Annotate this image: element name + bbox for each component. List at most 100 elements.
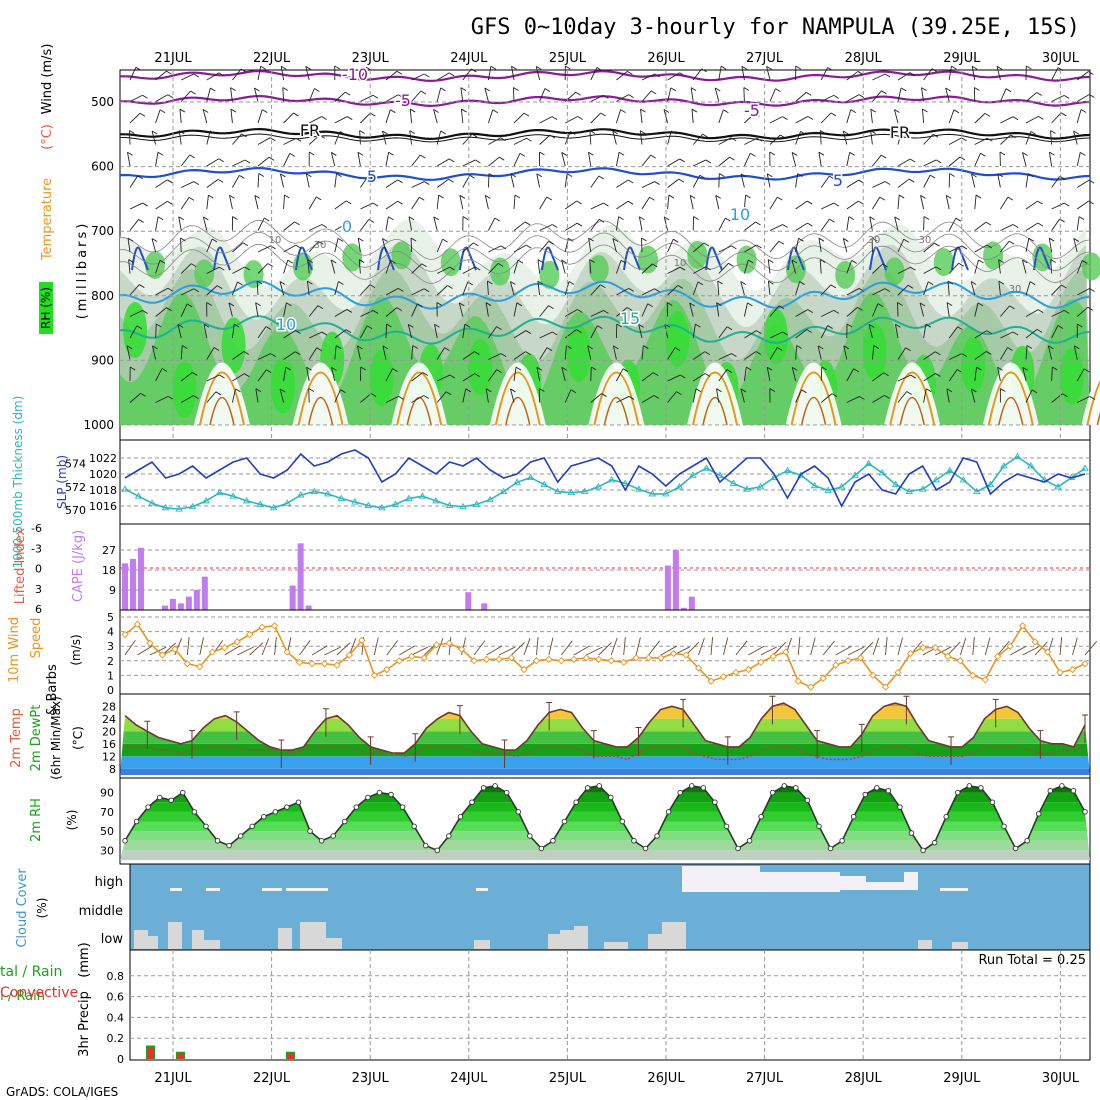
- wind-speed-point: [607, 657, 615, 665]
- wind-barb-flag: [499, 156, 505, 161]
- rh2m-line-point: [434, 847, 441, 854]
- wind-barb-flag: [638, 324, 644, 328]
- wind-speed-point: [682, 651, 690, 659]
- wind-barbs: [126, 65, 1096, 403]
- low-cloud: [134, 930, 148, 949]
- rh2m-line-point: [735, 845, 741, 852]
- dewpt2m-label: 2m DewPt: [29, 705, 44, 772]
- wind-barb: [718, 66, 722, 81]
- wind-barb: [308, 116, 322, 124]
- wind-barb-flag: [280, 173, 286, 178]
- wind-barb-flag: [870, 130, 876, 134]
- wind-barb: [283, 260, 289, 274]
- wind-barb: [206, 347, 215, 360]
- wind-barb-flag: [487, 280, 493, 285]
- wind-barb-flag: [961, 353, 968, 357]
- wind-barb: [127, 238, 131, 253]
- thickness-line-point: [175, 505, 183, 512]
- rh2m-label-group: 2m RH: [29, 798, 44, 842]
- wind10-barb: [635, 637, 641, 656]
- wind-barb: [923, 388, 927, 403]
- cape-bar: [137, 547, 144, 610]
- precip-tick: 0.6: [107, 991, 125, 1004]
- wind-barb: [795, 92, 807, 102]
- wind-barb: [587, 345, 592, 360]
- wind-barb-flag: [412, 345, 418, 349]
- wind-barb: [948, 369, 958, 382]
- wind-barb: [436, 130, 442, 145]
- wind-barb: [590, 218, 600, 231]
- wind-barb: [974, 351, 987, 360]
- slp-line: [124, 449, 1086, 508]
- wind-barb-flag: [945, 194, 952, 199]
- wind-speed-point: [819, 674, 827, 682]
- rh2m-line-point: [561, 818, 568, 825]
- wind-barb-flag: [139, 284, 145, 288]
- wind-barb: [820, 112, 832, 124]
- wind-barb: [436, 391, 447, 403]
- wind-barb: [536, 367, 541, 382]
- rh2m-line-point: [550, 838, 556, 844]
- wind-barb-flag: [208, 194, 214, 199]
- wind-barb-flag: [202, 109, 209, 113]
- rh2m-line-point: [642, 845, 649, 852]
- wind-barb-flag: [971, 388, 977, 393]
- contour-label: 10: [674, 258, 687, 269]
- rh2m-line-point: [457, 813, 464, 820]
- wind-barb-flag: [756, 137, 763, 142]
- wind-barb: [1025, 329, 1038, 339]
- wind-speed-point: [233, 638, 241, 646]
- wind-barb-flag: [492, 109, 499, 114]
- wind-barb-flag: [127, 151, 133, 156]
- rh2m-line-point: [1035, 811, 1042, 817]
- wind-barb-flag: [1012, 224, 1019, 228]
- wind-barb: [1076, 71, 1089, 81]
- wind-barb: [485, 302, 489, 317]
- wind-barb: [590, 175, 600, 188]
- wind-speed-point: [420, 654, 428, 662]
- wind10-barb: [274, 637, 277, 656]
- contour-0-loop: [459, 246, 477, 271]
- wind-barb: [615, 109, 622, 124]
- wind-barb: [641, 303, 649, 317]
- wind-barb: [254, 195, 259, 210]
- wind-barb-flag: [1022, 152, 1028, 156]
- wind-barb: [436, 238, 444, 253]
- wind-barb-flag: [294, 221, 300, 226]
- rh-shade-90: [369, 349, 394, 406]
- wind-barb: [206, 72, 220, 81]
- cape-bar: [481, 603, 488, 610]
- thickness-line-point: [864, 459, 873, 467]
- wind-barb: [1025, 281, 1031, 296]
- thickness-line-point: [1000, 462, 1008, 469]
- wind-barb-flag: [539, 151, 545, 156]
- wind-barb-flag: [775, 88, 781, 93]
- wind-barb-flag: [235, 388, 241, 393]
- wind-barb-flag: [831, 393, 838, 398]
- thickness-line-point: [553, 487, 562, 495]
- wind-barb: [795, 238, 799, 253]
- wind-barb: [206, 178, 219, 188]
- wind-barb-flag: [1088, 179, 1095, 184]
- wind-barb-flag: [613, 345, 619, 350]
- wind-barb-flag: [1073, 238, 1079, 242]
- wind-barb-flag: [961, 137, 967, 142]
- wind10-barb: [473, 640, 486, 656]
- wind-barb-flag: [654, 73, 660, 78]
- contour-0-loop: [1033, 246, 1051, 271]
- wind10-barb: [698, 637, 705, 656]
- wind-barb-flag: [471, 68, 477, 73]
- wind-barb-flag: [603, 94, 609, 99]
- wind-barb-flag: [731, 245, 737, 250]
- wind-barb: [411, 197, 420, 210]
- wind-barb-flag: [778, 305, 785, 310]
- wind-barb: [615, 152, 620, 167]
- wind-barb: [385, 200, 398, 210]
- wind10-barb: [399, 645, 416, 656]
- temp-tick: 28: [102, 700, 116, 713]
- wind-barb-flag: [537, 280, 544, 285]
- wind-barb-flag: [1031, 389, 1038, 394]
- wind-barb-flag: [568, 281, 575, 285]
- wind-barb-flag: [1080, 151, 1086, 156]
